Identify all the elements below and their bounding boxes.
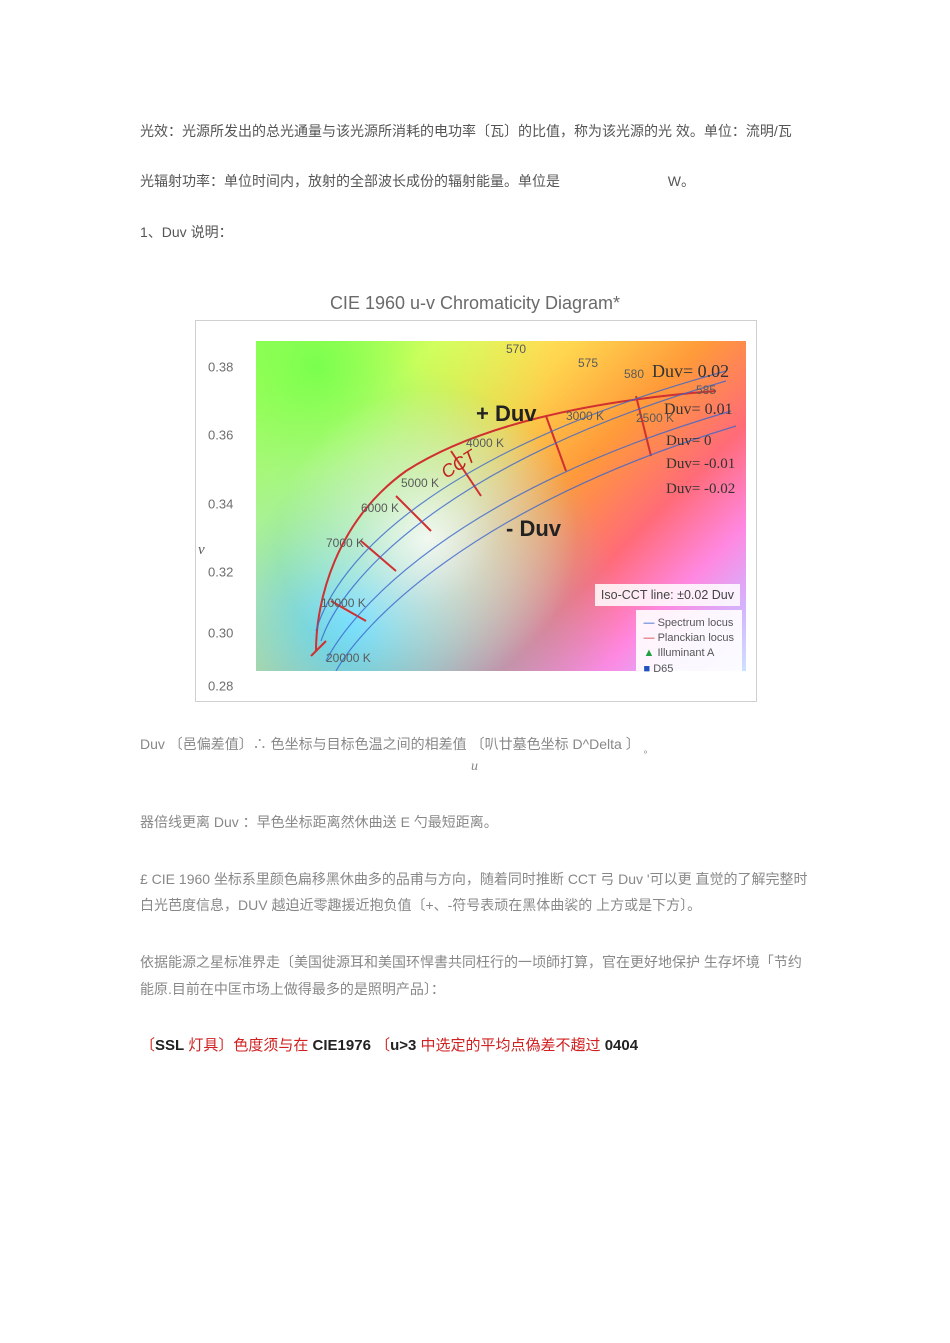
iso-cct-legend: Iso-CCT line: ±0.02 Duv [595,584,740,606]
cct-point-label: 4000 K [466,436,504,450]
intro-p2-b: W。 [668,173,695,189]
minus-duv-label: - Duv [506,516,561,542]
chromaticity-chart: CCT 0.380.360.340.320.300.28 v 570575580… [195,320,755,702]
cct-point-label: 5000 K [401,476,439,490]
y-tick: 0.30 [208,625,233,640]
duv-value-label: Duv= -0.02 [666,481,735,498]
duv-value-label: Duv= 0.01 [664,401,733,419]
legend-planckian: Planckian locus [658,632,734,644]
cct-point-label: 7000 K [326,536,364,550]
final-c: 中选定的平均点偽差不趨过 [416,1037,604,1054]
wavelength-label: 575 [578,356,598,370]
annot-end: 。 [644,745,654,756]
body-para-3: 依据能源之星标准界走〔美国徙源耳和美国环悍書共同枉行的一顷師打算，官在更好地保护… [140,949,810,1002]
y-tick: 0.32 [208,564,233,579]
cct-point-label: 3000 K [566,409,604,423]
wavelength-label: 580 [624,367,644,381]
intro-p2-a: 光辐射功率：单位时间内，放射的全部波长成份的辐射能量。单位是 [140,173,560,189]
wavelength-label: 570 [506,342,526,356]
final-pre: 〔 [140,1037,155,1054]
chart-title: CIE 1960 u-v Chromaticity Diagram* [140,293,810,314]
duv-value-label: Duv= -0.01 [666,456,735,473]
duv-value-label: Duv= 0.02 [652,361,729,382]
duv-value-label: Duv= 0 [666,433,712,450]
annot-script-u: u [140,754,810,779]
final-u3: u>3 [390,1037,416,1054]
cct-point-label: 10000 K [321,596,366,610]
intro-para-2: 光辐射功率：单位时间内，放射的全部波长成份的辐射能量。单位是 W。 [140,170,810,192]
final-num: 0404 [605,1037,638,1054]
body-para-2: £ CIE 1960 坐标系里颜色扁移黑休曲多的品甫与方向，随着同时推断 CCT… [140,866,810,919]
chart-legend: — Spectrum locus — Planckian locus ▲ Ill… [636,610,743,684]
annot-line1: Duv 〔邑偏差值〕∴ 色坐标与目标色温之间的相差值 〔叭廿墓色坐标 D^Del… [140,736,640,752]
legend-d65: D65 [653,663,673,675]
y-tick: 0.28 [208,678,233,693]
y-axis-label: v [198,542,205,559]
final-cie: CIE1976 [313,1037,371,1054]
final-a: 灯具〕色度须与在 [184,1037,312,1054]
wavelength-label: 585 [696,383,716,397]
intro-para-3: 1、Duv 说明： [140,221,810,243]
duv-annotation: Duv 〔邑偏差值〕∴ 色坐标与目标色温之间的相差值 〔叭廿墓色坐标 D^Del… [140,732,810,779]
final-ssl: SSL [155,1037,184,1054]
body-para-1: 器倍线更离 Duv ：早色坐标距离然休曲送 E 勺最短距离。 [140,809,810,836]
legend-spectrum: Spectrum locus [658,617,734,629]
final-b: 〔 [371,1037,390,1054]
legend-illA: Illuminant A [657,647,714,659]
plus-duv-label: + Duv [476,401,537,427]
intro-para-1: 光效：光源所发出的总光通量与该光源所消耗的电功率〔瓦〕的比值，称为该光源的光 效… [140,120,810,142]
y-tick: 0.38 [208,359,233,374]
y-tick: 0.34 [208,496,233,511]
cct-point-label: 20000 K [326,651,371,665]
cct-point-label: 6000 K [361,501,399,515]
final-line: 〔SSL 灯具〕色度须与在 CIE1976 〔u>3 中选定的平均点偽差不趨过 … [140,1032,810,1061]
y-tick: 0.36 [208,428,233,443]
